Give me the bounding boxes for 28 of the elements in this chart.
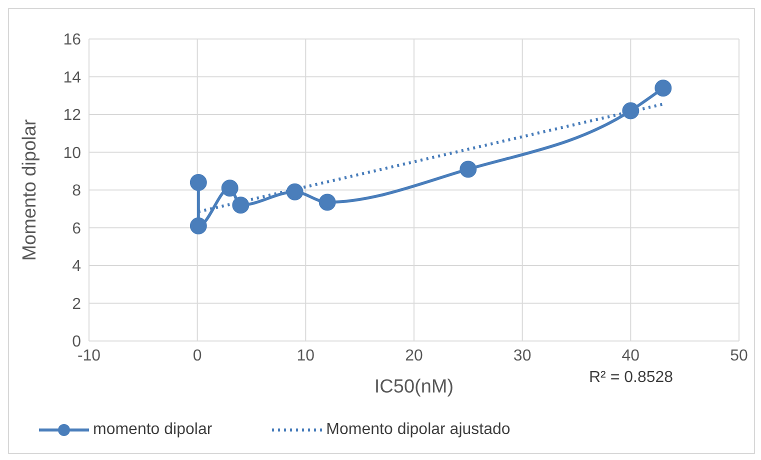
y-tick-label: 4	[72, 258, 82, 276]
legend-label: momento dipolar	[93, 421, 212, 439]
point	[190, 174, 207, 191]
point	[190, 217, 207, 234]
legend-label: Momento dipolar ajustado	[326, 421, 510, 439]
y-tick-label: 12	[63, 107, 82, 124]
point	[654, 80, 672, 97]
x-tick-label: 20	[405, 347, 423, 364]
x-axis-title: IC50(nM)	[374, 376, 454, 398]
point	[622, 102, 640, 120]
y-tick-label: 14	[63, 69, 82, 86]
y-tick-label: 10	[63, 144, 82, 162]
point	[318, 194, 336, 211]
y-tick-label: 8	[72, 182, 82, 200]
point	[460, 160, 477, 178]
x-tick-label: 10	[296, 347, 315, 364]
x-tick-label: 40	[622, 347, 640, 364]
text: R² = 0.8528	[589, 369, 674, 387]
point	[286, 183, 304, 200]
y-tick-label: 6	[72, 220, 82, 238]
point	[221, 180, 238, 197]
y-tick-label: 2	[72, 296, 82, 313]
x-tick-label: 30	[513, 347, 532, 364]
y-tick-label: 16	[63, 32, 82, 49]
x-tick-label: 50	[730, 347, 748, 364]
y-axis-title: Momento dipolar	[20, 118, 41, 261]
x-tick-label: 0	[192, 347, 202, 364]
point	[232, 196, 250, 214]
